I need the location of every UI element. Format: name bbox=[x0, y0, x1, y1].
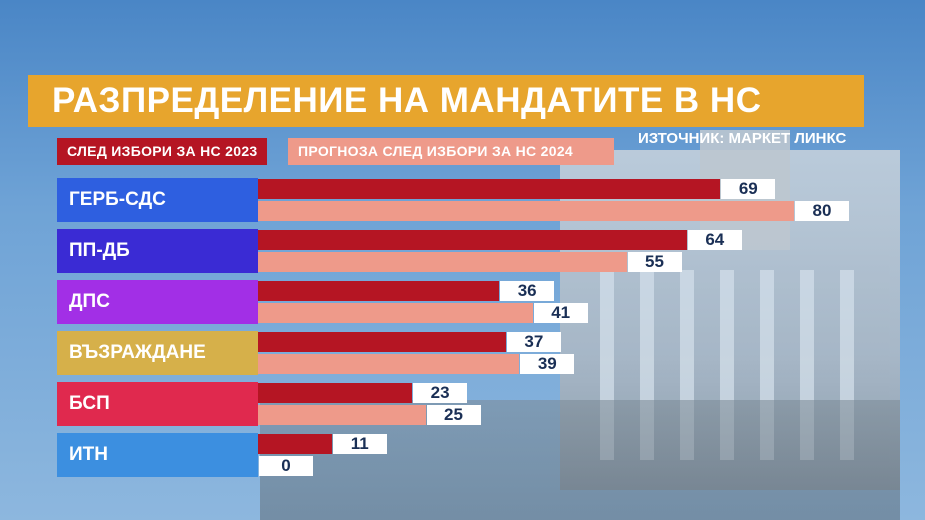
title-bar bbox=[28, 75, 864, 127]
data-label-y2023: 23 bbox=[413, 383, 468, 403]
bar-y2023 bbox=[258, 230, 687, 250]
bar-y2023 bbox=[258, 383, 413, 403]
data-label-y2024: 80 bbox=[795, 201, 849, 221]
bar-y2024 bbox=[258, 201, 794, 221]
legend-2024: ПРОГНОЗА СЛЕД ИЗБОРИ ЗА НС 2024 bbox=[288, 138, 614, 165]
party-label: ДПС bbox=[57, 280, 258, 324]
data-label-y2023: 64 bbox=[687, 230, 742, 250]
party-label: ИТН bbox=[57, 433, 258, 477]
legend-2023: СЛЕД ИЗБОРИ ЗА НС 2023 bbox=[57, 138, 267, 165]
data-label-y2023: 69 bbox=[721, 179, 776, 199]
party-label: ВЪЗРАЖДАНЕ bbox=[57, 331, 258, 375]
data-label-y2024: 0 bbox=[259, 456, 313, 476]
party-label: ПП-ДБ bbox=[57, 229, 258, 273]
bar-y2024 bbox=[258, 405, 426, 425]
data-label-y2023: 37 bbox=[506, 332, 561, 352]
bar-y2024 bbox=[258, 252, 627, 272]
source-label: ИЗТОЧНИК: МАРКЕТ ЛИНКС bbox=[638, 130, 847, 147]
bar-y2024 bbox=[258, 303, 533, 323]
chart-title: РАЗПРЕДЕЛЕНИЕ НА МАНДАТИТЕ В НС bbox=[52, 81, 762, 120]
bar-y2024 bbox=[258, 354, 520, 374]
party-label: ГЕРБ-СДС bbox=[57, 178, 258, 222]
bar-y2023 bbox=[258, 281, 500, 301]
bar-y2023 bbox=[258, 434, 332, 454]
bar-y2023 bbox=[258, 179, 721, 199]
data-label-y2024: 39 bbox=[520, 354, 575, 374]
bar-y2023 bbox=[258, 332, 506, 352]
data-label-y2023: 36 bbox=[500, 281, 555, 301]
party-label: БСП bbox=[57, 382, 258, 426]
data-label-y2024: 55 bbox=[627, 252, 682, 272]
data-label-y2024: 41 bbox=[533, 303, 588, 323]
data-label-y2024: 25 bbox=[426, 405, 481, 425]
data-label-y2023: 11 bbox=[332, 434, 387, 454]
